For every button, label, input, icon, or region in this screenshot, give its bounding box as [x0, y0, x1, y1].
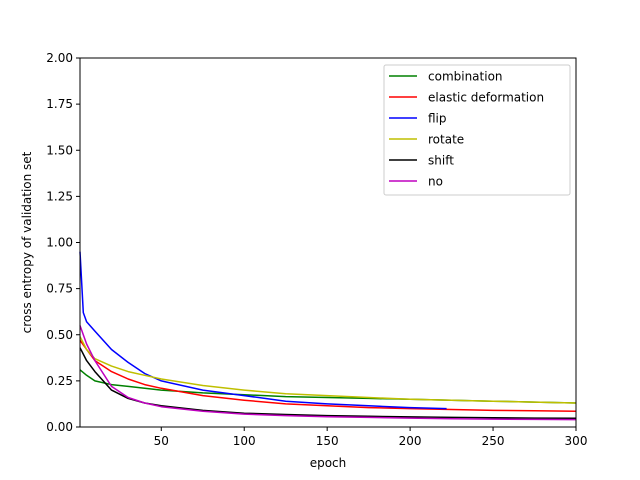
series-line-5 — [79, 325, 577, 421]
y-tick-label-0: 0.00 — [46, 420, 73, 434]
y-tick-label-6: 1.50 — [46, 143, 73, 157]
y-tick-label-8: 2.00 — [46, 51, 73, 65]
legend: combination elastic deformation flip rotate… — [383, 64, 571, 196]
legend-label-1: elastic deformation — [428, 91, 544, 105]
y-axis: 0.00 0.25 0.50 0.75 1.00 1.25 1.50 1.75 2.00 — [46, 51, 80, 434]
legend-label-2: flip — [428, 112, 447, 126]
x-tick-label-0: 50 — [154, 434, 169, 448]
series-line-1 — [79, 339, 577, 413]
x-tick-label-2: 150 — [316, 434, 339, 448]
y-tick-label-1: 0.25 — [46, 374, 73, 388]
legend-label-0: combination — [428, 70, 503, 84]
x-axis-label: epoch — [310, 456, 347, 470]
x-tick-label-5: 300 — [565, 434, 588, 448]
y-axis-label: cross entropy of validation set — [20, 151, 34, 333]
series-line-4 — [79, 347, 577, 420]
y-tick-label-5: 1.25 — [46, 189, 73, 203]
legend-label-5: no — [428, 175, 443, 189]
legend-label-4: shift — [428, 154, 454, 168]
y-tick-label-7: 1.75 — [46, 97, 73, 111]
series-layer — [79, 251, 577, 421]
x-tick-label-4: 250 — [482, 434, 505, 448]
x-axis: 50 100 150 200 250 300 — [154, 427, 588, 448]
series-line-2 — [79, 251, 447, 410]
y-tick-label-2: 0.50 — [46, 328, 73, 342]
x-tick-label-1: 100 — [233, 434, 256, 448]
legend-label-3: rotate — [428, 133, 464, 147]
x-tick-label-3: 200 — [399, 434, 422, 448]
legend-box — [383, 64, 571, 196]
series-line-3 — [79, 336, 577, 404]
y-tick-label-3: 0.75 — [46, 282, 73, 296]
y-tick-label-4: 1.00 — [46, 236, 73, 250]
